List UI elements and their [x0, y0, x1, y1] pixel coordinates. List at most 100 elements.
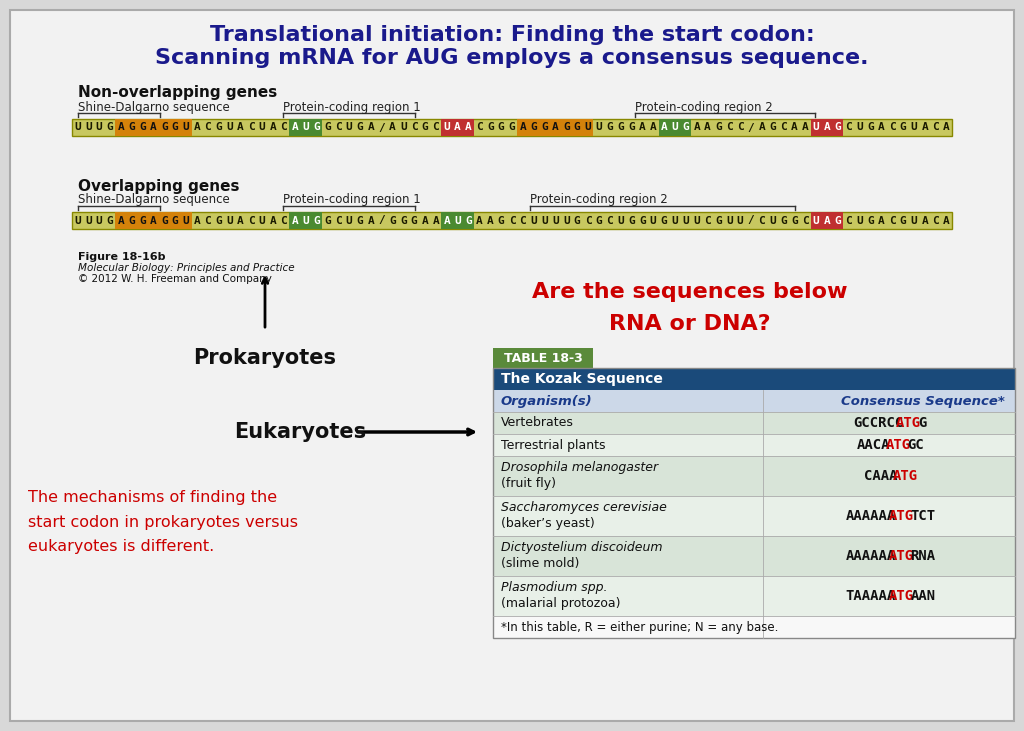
Text: /: /: [378, 216, 385, 225]
Bar: [493, 434, 1015, 456]
Bar: [550, 119, 561, 136]
Text: G: G: [422, 123, 428, 132]
Text: U: U: [346, 123, 352, 132]
Text: Are the sequences below
RNA or DNA?: Are the sequences below RNA or DNA?: [532, 281, 848, 334]
Bar: [311, 119, 322, 136]
Text: AAAAAA: AAAAAA: [846, 549, 896, 563]
Text: G: G: [139, 123, 146, 132]
Bar: [180, 119, 191, 136]
Text: A: A: [443, 216, 451, 225]
Text: A: A: [476, 216, 482, 225]
Text: G: G: [639, 216, 646, 225]
Bar: [517, 119, 528, 136]
Text: Dictyostelium discoideum: Dictyostelium discoideum: [501, 541, 663, 553]
Text: C: C: [476, 123, 482, 132]
Text: Terrestrial plants: Terrestrial plants: [501, 439, 605, 452]
Text: Plasmodium spp.: Plasmodium spp.: [501, 580, 607, 594]
Bar: [561, 119, 571, 136]
Text: U: U: [617, 216, 624, 225]
Text: A: A: [118, 216, 124, 225]
Text: G: G: [161, 123, 168, 132]
Bar: [811, 119, 821, 136]
Text: G: G: [918, 416, 926, 430]
Text: U: U: [302, 123, 309, 132]
Text: The Kozak Sequence: The Kozak Sequence: [501, 372, 663, 386]
Text: G: G: [324, 216, 331, 225]
Text: C: C: [726, 123, 732, 132]
Text: Prokaryotes: Prokaryotes: [194, 348, 337, 368]
Text: G: G: [628, 123, 635, 132]
Bar: [680, 119, 691, 136]
Text: Molecular Biology: Principles and Practice: Molecular Biology: Principles and Practi…: [78, 263, 295, 273]
Bar: [493, 616, 1015, 638]
Text: (slime mold): (slime mold): [501, 557, 580, 569]
Text: CAAA: CAAA: [864, 469, 897, 483]
Text: Figure 18-16b: Figure 18-16b: [78, 252, 166, 262]
Text: Translational initiation: Finding the start codon:: Translational initiation: Finding the st…: [210, 25, 814, 45]
Text: G: G: [356, 216, 364, 225]
Text: Shine-Dalgarno sequence: Shine-Dalgarno sequence: [78, 194, 229, 206]
Text: U: U: [769, 216, 776, 225]
Text: /: /: [748, 216, 755, 225]
Text: C: C: [205, 123, 211, 132]
Text: G: G: [769, 123, 776, 132]
Text: G: G: [172, 216, 178, 225]
Text: /: /: [748, 123, 755, 132]
Bar: [658, 119, 670, 136]
Bar: [311, 212, 322, 229]
Text: G: G: [780, 216, 787, 225]
Bar: [670, 119, 680, 136]
Text: ATG: ATG: [889, 509, 914, 523]
Text: A: A: [237, 216, 244, 225]
Bar: [148, 212, 159, 229]
Bar: [493, 368, 1015, 638]
Text: U: U: [585, 123, 592, 132]
Text: G: G: [900, 216, 906, 225]
Text: G: G: [563, 123, 569, 132]
Text: Eukaryotes: Eukaryotes: [233, 422, 366, 442]
Text: Shine-Dalgarno sequence: Shine-Dalgarno sequence: [78, 100, 229, 113]
Text: A: A: [693, 123, 700, 132]
Bar: [493, 456, 1015, 496]
Text: G: G: [106, 123, 114, 132]
Text: G: G: [573, 123, 581, 132]
Text: C: C: [780, 123, 787, 132]
Text: G: G: [660, 216, 668, 225]
Bar: [821, 119, 833, 136]
Text: Protein-coding region 2: Protein-coding region 2: [530, 194, 668, 206]
Text: G: G: [606, 123, 613, 132]
Bar: [170, 119, 180, 136]
Bar: [290, 119, 300, 136]
Text: C: C: [705, 216, 711, 225]
Bar: [159, 119, 170, 136]
Text: G: G: [617, 123, 624, 132]
Text: AAN: AAN: [910, 589, 936, 603]
Text: U: U: [96, 216, 102, 225]
Text: G: G: [215, 123, 222, 132]
Text: U: U: [563, 216, 569, 225]
Text: C: C: [248, 123, 255, 132]
Bar: [290, 212, 300, 229]
Text: A: A: [660, 123, 668, 132]
Text: A: A: [823, 123, 830, 132]
Text: C: C: [846, 123, 852, 132]
Text: TCT: TCT: [910, 509, 936, 523]
Text: TAAAAA: TAAAAA: [846, 589, 896, 603]
Bar: [493, 536, 1015, 576]
Bar: [170, 212, 180, 229]
Text: U: U: [596, 123, 602, 132]
Text: U: U: [443, 123, 451, 132]
Text: Protein-coding region 2: Protein-coding region 2: [635, 100, 773, 113]
Text: G: G: [324, 123, 331, 132]
Text: G: G: [128, 216, 135, 225]
Text: A: A: [465, 123, 472, 132]
Text: Overlapping genes: Overlapping genes: [78, 180, 240, 194]
Text: U: U: [910, 123, 918, 132]
Bar: [116, 212, 126, 229]
Text: U: U: [259, 216, 265, 225]
Text: C: C: [585, 216, 592, 225]
Text: C: C: [802, 216, 809, 225]
Text: U: U: [552, 216, 559, 225]
Text: G: G: [682, 123, 689, 132]
Text: G: G: [215, 216, 222, 225]
